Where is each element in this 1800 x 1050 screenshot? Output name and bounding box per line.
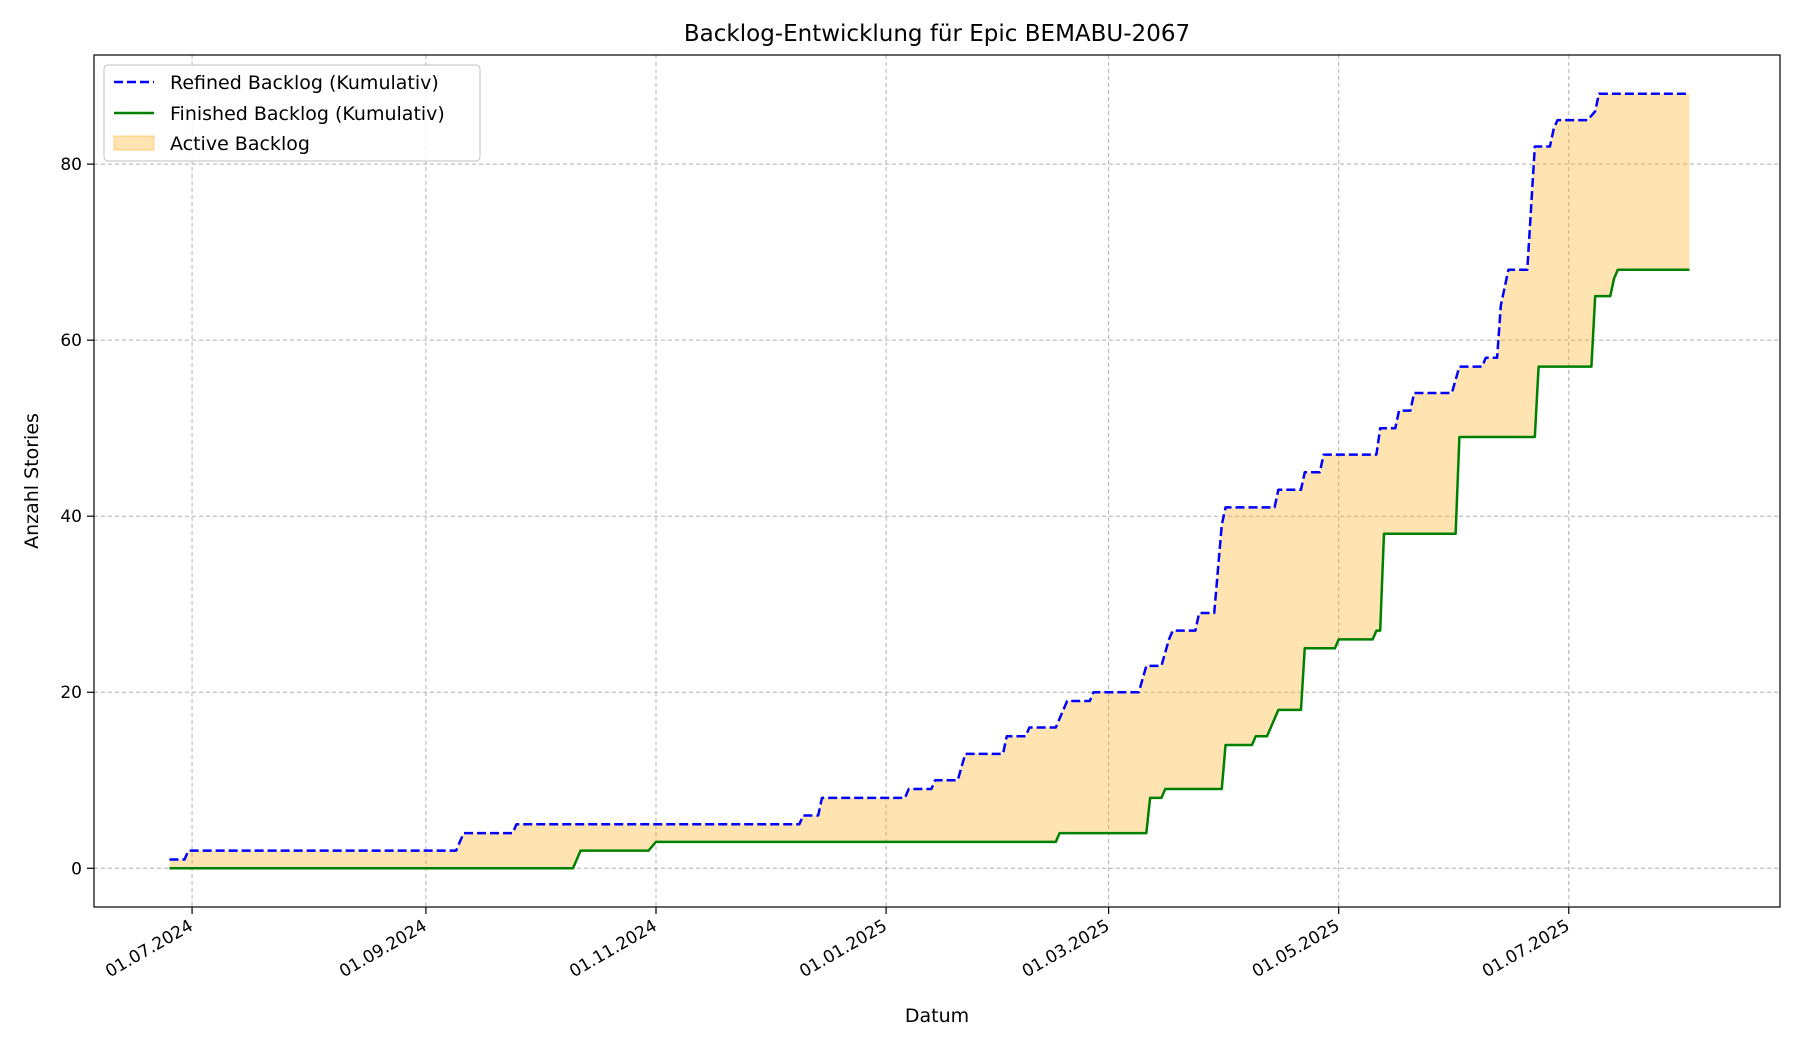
y-tick-label: 20 — [60, 683, 82, 703]
legend-label-refined: Refined Backlog (Kumulativ) — [170, 72, 439, 94]
y-tick-label: 40 — [60, 507, 82, 527]
legend: Refined Backlog (Kumulativ) Finished Bac… — [103, 64, 481, 162]
grid-lines — [94, 55, 1780, 907]
legend-swatch-active — [113, 135, 155, 151]
y-tick-label: 80 — [60, 155, 82, 175]
y-axis-ticks: 0 20 40 60 80 — [60, 155, 94, 879]
legend-box — [103, 64, 481, 162]
legend-label-active: Active Backlog — [170, 133, 310, 155]
active-backlog-fill — [169, 93, 1690, 869]
y-tick-label: 0 — [71, 859, 82, 879]
legend-label-finished: Finished Backlog (Kumulativ) — [170, 103, 445, 125]
y-tick-label: 60 — [60, 331, 82, 351]
x-axis-title: Datum — [905, 1005, 969, 1027]
refined-backlog-line — [169, 92, 1690, 861]
active-backlog-area — [169, 93, 1690, 869]
series-lines — [169, 92, 1690, 870]
finished-backlog-line — [169, 268, 1690, 870]
plot-frame — [93, 54, 1781, 908]
y-axis-title: Anzahl Stories — [21, 413, 43, 549]
chart-title: Backlog-Entwicklung für Epic BEMABU-2067 — [684, 21, 1190, 47]
